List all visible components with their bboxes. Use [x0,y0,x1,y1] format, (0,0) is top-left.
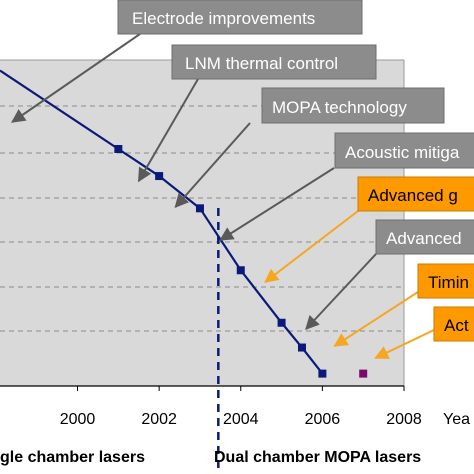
callout-label: Act [444,316,469,335]
callout-box [417,263,474,299]
callout-label: Acoustic mitiga [345,143,460,162]
callout-box [334,132,474,169]
region-label-dual: Dual chamber MOPA lasers [214,449,421,466]
grid-lines [0,59,405,386]
callout-box [433,306,474,342]
data-point [236,266,245,275]
x-tick-label: 2008 [386,411,422,428]
callout-label: Advanced [386,229,462,248]
callout-arrow [264,210,359,283]
callout-box [171,44,377,80]
callout-box [117,0,363,35]
data-point [114,144,123,153]
callout-arrow [219,167,335,241]
data-point [297,343,306,352]
x-tick-label: 2002 [141,411,177,428]
callout-label: Electrode improvements [132,9,315,28]
callout-arrow [374,329,435,359]
callout-label: LNM thermal control [185,54,338,73]
region-labels: gle chamber lasers Dual chamber MOPA lase… [0,449,421,466]
x-axis-label: Yea [443,411,470,428]
callouts: Electrode improvements LNM thermal contro… [11,0,474,359]
callout-arrow [137,78,199,183]
x-tick-label: 2004 [223,411,259,428]
data-point [277,318,286,327]
callout-box [357,176,474,212]
data-point [155,172,164,181]
callout-label: MOPA technology [272,98,407,117]
callout-label: Timin [428,273,469,292]
callout-box [375,219,474,255]
data-point-extra [359,369,368,378]
data-point [195,204,204,213]
callout-arrow [333,291,419,347]
region-label-single: gle chamber lasers [0,449,145,466]
callout-arrow [305,253,377,331]
callout-arrow [11,33,141,123]
x-axis: 2000 2002 2004 2006 2008 Yea [0,385,470,428]
data-point [318,369,327,378]
callout-arrow [174,122,251,209]
callout-box [261,87,445,124]
callout-label: Advanced g [368,186,458,205]
x-tick-label: 2000 [60,411,96,428]
x-tick-label: 2006 [305,411,341,428]
